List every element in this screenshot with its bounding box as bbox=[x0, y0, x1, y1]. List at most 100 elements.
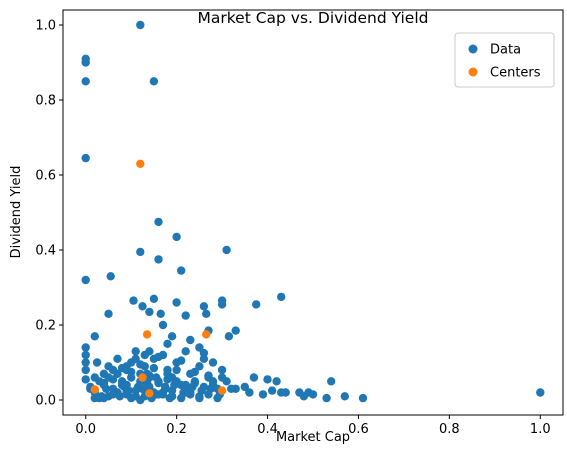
data-point bbox=[163, 339, 172, 348]
data-point bbox=[195, 393, 204, 403]
data-point bbox=[154, 390, 163, 399]
y-tick-label: 0.6 bbox=[35, 169, 56, 184]
center-point bbox=[136, 159, 145, 168]
data-point bbox=[104, 309, 113, 318]
center-point bbox=[90, 385, 100, 394]
legend-label-data: Data bbox=[490, 43, 521, 58]
legend: Data Centers bbox=[454, 32, 555, 88]
data-point bbox=[127, 367, 136, 377]
data-point bbox=[240, 382, 249, 392]
legend-frame bbox=[454, 32, 555, 88]
data-point bbox=[81, 275, 90, 285]
data-point bbox=[231, 326, 240, 335]
points-layer bbox=[81, 20, 545, 405]
data-point bbox=[167, 332, 177, 341]
legend-marker-centers bbox=[468, 67, 478, 77]
data-point bbox=[252, 300, 261, 309]
data-point bbox=[181, 388, 190, 397]
data-point bbox=[177, 266, 186, 275]
data-point bbox=[277, 292, 286, 302]
data-point bbox=[156, 309, 165, 318]
data-point bbox=[154, 255, 163, 264]
x-tick-label: 0.0 bbox=[75, 422, 96, 437]
data-point bbox=[167, 386, 177, 395]
data-point bbox=[222, 245, 231, 255]
data-point bbox=[213, 393, 222, 403]
center-point bbox=[217, 386, 227, 395]
data-point bbox=[208, 377, 218, 386]
y-axis-ticks: 0.0 0.2 0.4 0.6 0.8 1.0 bbox=[35, 19, 63, 409]
data-point bbox=[161, 382, 170, 392]
y-tick-label: 0.4 bbox=[35, 244, 56, 259]
center-point bbox=[145, 389, 154, 398]
data-point bbox=[199, 302, 209, 311]
data-point bbox=[108, 375, 118, 384]
data-point bbox=[199, 382, 209, 392]
y-tick-label: 0.8 bbox=[35, 94, 56, 109]
data-point bbox=[163, 369, 172, 378]
data-point bbox=[322, 393, 331, 403]
x-tick-label: 0.8 bbox=[439, 422, 460, 437]
data-point bbox=[190, 367, 199, 377]
data-point bbox=[149, 294, 159, 303]
data-point bbox=[92, 358, 102, 367]
data-point bbox=[81, 375, 90, 384]
plot-frame bbox=[62, 9, 564, 416]
data-point bbox=[81, 343, 90, 352]
data-point bbox=[104, 362, 113, 371]
data-point bbox=[172, 232, 181, 242]
data-point bbox=[136, 247, 145, 257]
data-point bbox=[204, 371, 213, 380]
data-point bbox=[117, 363, 127, 373]
data-point bbox=[154, 217, 163, 227]
data-point bbox=[99, 393, 109, 403]
data-point bbox=[149, 363, 159, 373]
data-point bbox=[136, 395, 145, 405]
chart-title: Market Cap vs. Dividend Yield bbox=[198, 9, 429, 27]
legend-label-centers: Centers bbox=[490, 66, 541, 81]
data-point bbox=[245, 388, 254, 397]
data-point bbox=[81, 365, 90, 375]
data-point bbox=[90, 373, 100, 382]
data-point bbox=[99, 378, 109, 388]
data-point bbox=[272, 377, 281, 386]
x-axis-ticks: 0.0 0.2 0.4 0.6 0.8 1.0 bbox=[75, 415, 551, 437]
data-point bbox=[138, 302, 147, 311]
data-point bbox=[108, 390, 118, 399]
center-point bbox=[138, 373, 147, 382]
data-point bbox=[195, 343, 204, 352]
center-point bbox=[202, 330, 211, 339]
data-point bbox=[224, 332, 234, 341]
y-tick-label: 1.0 bbox=[35, 19, 56, 34]
series-centers bbox=[90, 159, 227, 398]
data-point bbox=[217, 373, 227, 382]
data-point bbox=[190, 378, 199, 388]
data-point bbox=[136, 20, 145, 30]
data-point bbox=[140, 350, 149, 360]
data-point bbox=[113, 369, 122, 378]
y-tick-label: 0.2 bbox=[35, 319, 56, 334]
data-point bbox=[165, 393, 174, 403]
data-point bbox=[327, 377, 336, 386]
data-point bbox=[217, 300, 227, 309]
data-point bbox=[181, 311, 190, 320]
legend-marker-data bbox=[468, 44, 478, 54]
x-tick-label: 0.6 bbox=[348, 422, 369, 437]
y-axis-label: Dividend Yield bbox=[9, 166, 24, 259]
data-point bbox=[127, 358, 136, 367]
data-point bbox=[106, 272, 115, 281]
data-point bbox=[81, 58, 90, 67]
data-point bbox=[122, 380, 131, 390]
data-point bbox=[145, 307, 154, 317]
x-tick-label: 0.4 bbox=[257, 422, 278, 437]
data-point bbox=[81, 77, 90, 86]
data-point bbox=[536, 388, 545, 397]
data-point bbox=[158, 320, 168, 330]
data-point bbox=[90, 332, 100, 341]
data-point bbox=[127, 393, 136, 403]
data-point bbox=[199, 348, 209, 358]
data-point bbox=[258, 390, 268, 399]
data-point bbox=[172, 298, 181, 307]
data-point bbox=[131, 347, 140, 356]
data-point bbox=[81, 358, 90, 367]
